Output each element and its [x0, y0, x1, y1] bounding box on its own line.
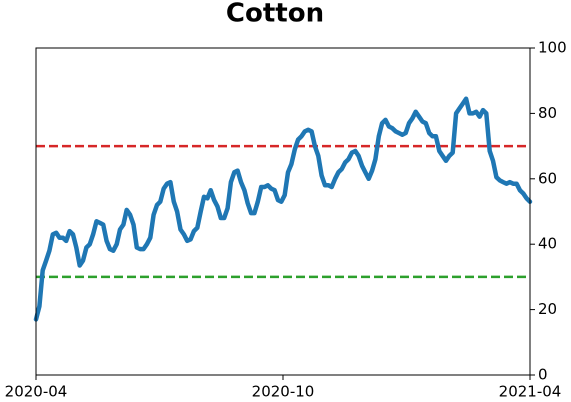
x-tick-label: 2020-10: [252, 383, 315, 401]
x-tick-label: 2021-04: [499, 383, 562, 401]
y-tick-label: 100: [538, 39, 567, 57]
y-tick-label: 80: [538, 104, 557, 122]
y-tick-label: 40: [538, 235, 557, 253]
y-tick-label: 60: [538, 169, 557, 187]
x-tick-label: 2020-04: [5, 383, 68, 401]
chart-title: Cotton: [226, 0, 324, 29]
y-tick-label: 0: [538, 366, 548, 384]
data-line: [33, 96, 533, 322]
y-tick-label: 20: [538, 300, 557, 318]
plot-frame: [35, 47, 531, 376]
